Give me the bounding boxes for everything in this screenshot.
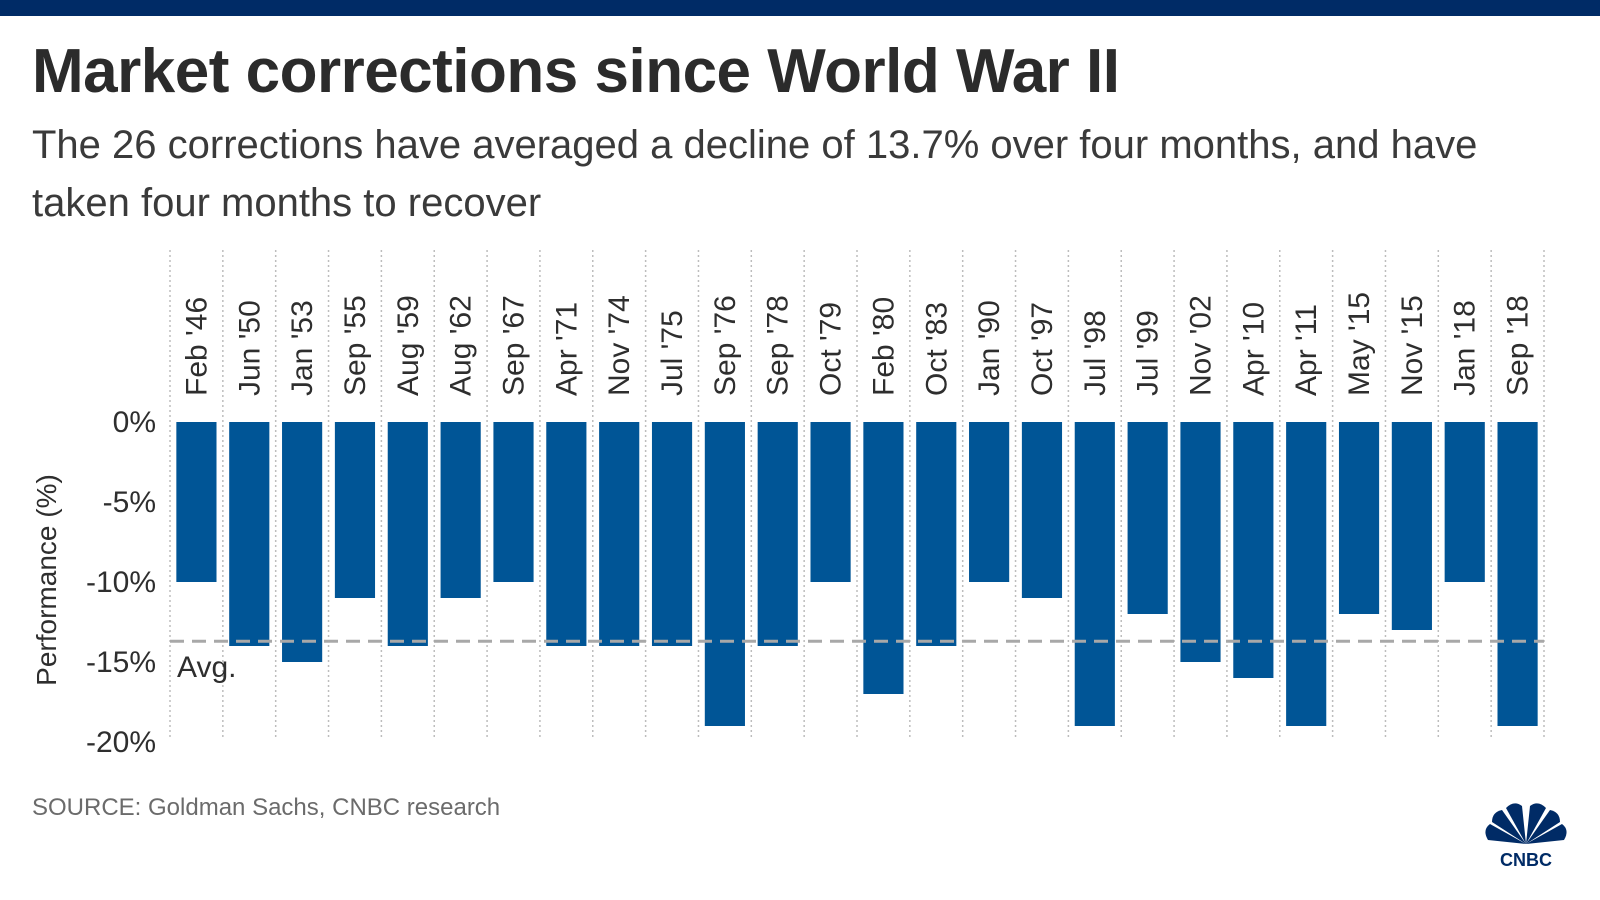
x-tick-label: Sep '55 bbox=[339, 295, 372, 396]
bar bbox=[440, 422, 481, 598]
bar bbox=[546, 422, 587, 646]
bar bbox=[282, 422, 323, 662]
x-tick-label: Nov '15 bbox=[1396, 295, 1429, 396]
x-tick-label: Apr '10 bbox=[1237, 302, 1270, 396]
average-label: Avg. bbox=[177, 651, 237, 684]
y-tick-label: -20% bbox=[86, 726, 156, 759]
x-tick-label: Sep '76 bbox=[709, 295, 742, 396]
x-tick-label: Apr '71 bbox=[550, 302, 583, 396]
chart-title: Market corrections since World War II bbox=[32, 37, 1120, 106]
y-tick-label: -15% bbox=[86, 646, 156, 679]
x-tick-label: Sep '67 bbox=[498, 295, 531, 396]
x-tick-label: Jan '18 bbox=[1449, 300, 1482, 396]
x-tick-label: Oct '79 bbox=[815, 302, 848, 396]
bar bbox=[1286, 422, 1327, 726]
bar bbox=[1021, 422, 1063, 598]
bar-chart: Avg. Feb '46 Jun '50 Jan '53 Sep '55 Aug '59… bbox=[31, 250, 1545, 759]
bar bbox=[1497, 422, 1538, 726]
x-tick-label: Sep '78 bbox=[762, 295, 795, 396]
y-tick-label: -5% bbox=[103, 486, 156, 519]
x-tick-label: Nov '74 bbox=[603, 295, 636, 396]
y-tick-label: 0% bbox=[113, 406, 156, 439]
x-tick-label: Feb '80 bbox=[867, 297, 900, 396]
bar bbox=[810, 422, 851, 582]
bar bbox=[493, 422, 534, 582]
source-note: SOURCE: Goldman Sachs, CNBC research bbox=[32, 794, 501, 821]
x-tick-label: Sep '18 bbox=[1502, 295, 1535, 396]
bar bbox=[1338, 422, 1380, 614]
bar bbox=[387, 422, 428, 646]
x-tick-label: Oct '97 bbox=[1026, 302, 1059, 396]
bar bbox=[1180, 422, 1221, 662]
bar bbox=[176, 422, 217, 582]
x-tick-label: Oct '83 bbox=[920, 302, 953, 396]
bar bbox=[334, 422, 376, 598]
x-tick-label: Jul '75 bbox=[656, 310, 689, 396]
average-line-group: Avg. bbox=[170, 639, 1544, 684]
bar bbox=[1233, 422, 1274, 678]
chart-subtitle: The 26 corrections have averaged a decli… bbox=[32, 123, 1478, 225]
y-tick-labels: 0% -5% -10% -15% -20% bbox=[86, 406, 156, 759]
cnbc-logo: CNBC bbox=[1485, 803, 1567, 868]
x-tick-label: Jan '53 bbox=[286, 300, 319, 396]
x-tick-label: Aug '62 bbox=[445, 295, 478, 396]
bar bbox=[651, 422, 693, 646]
bar bbox=[599, 422, 640, 646]
bar bbox=[1074, 422, 1115, 726]
bar bbox=[1391, 422, 1432, 630]
bar bbox=[1127, 422, 1168, 614]
y-tick-label: -10% bbox=[86, 566, 156, 599]
bar bbox=[1444, 422, 1485, 582]
x-tick-label: Aug '59 bbox=[392, 295, 425, 396]
x-tick-label: Jan '90 bbox=[973, 300, 1006, 396]
x-tick-label: Jul '98 bbox=[1079, 310, 1112, 396]
cnbc-peacock-icon bbox=[1485, 803, 1567, 844]
bars bbox=[176, 422, 1538, 726]
bar bbox=[863, 422, 904, 694]
x-tick-label: Nov '02 bbox=[1185, 295, 1218, 396]
logo-text: CNBC bbox=[1500, 850, 1552, 868]
x-tick-label: May '15 bbox=[1343, 292, 1376, 396]
top-accent-bar bbox=[0, 0, 1600, 16]
bar bbox=[757, 422, 798, 646]
gridlines bbox=[169, 250, 1545, 740]
bar bbox=[229, 422, 270, 646]
x-tick-label: Jul '99 bbox=[1132, 310, 1165, 396]
y-axis-title: Performance (%) bbox=[31, 474, 62, 686]
x-tick-label: Jun '50 bbox=[233, 300, 266, 396]
x-tick-labels: Feb '46 Jun '50 Jan '53 Sep '55 Aug '59 Aug '… bbox=[180, 292, 1534, 396]
x-tick-label: Feb '46 bbox=[180, 297, 213, 396]
bar bbox=[916, 422, 957, 646]
x-tick-label: Apr '11 bbox=[1290, 304, 1323, 396]
bar bbox=[969, 422, 1010, 582]
bar bbox=[704, 422, 745, 726]
